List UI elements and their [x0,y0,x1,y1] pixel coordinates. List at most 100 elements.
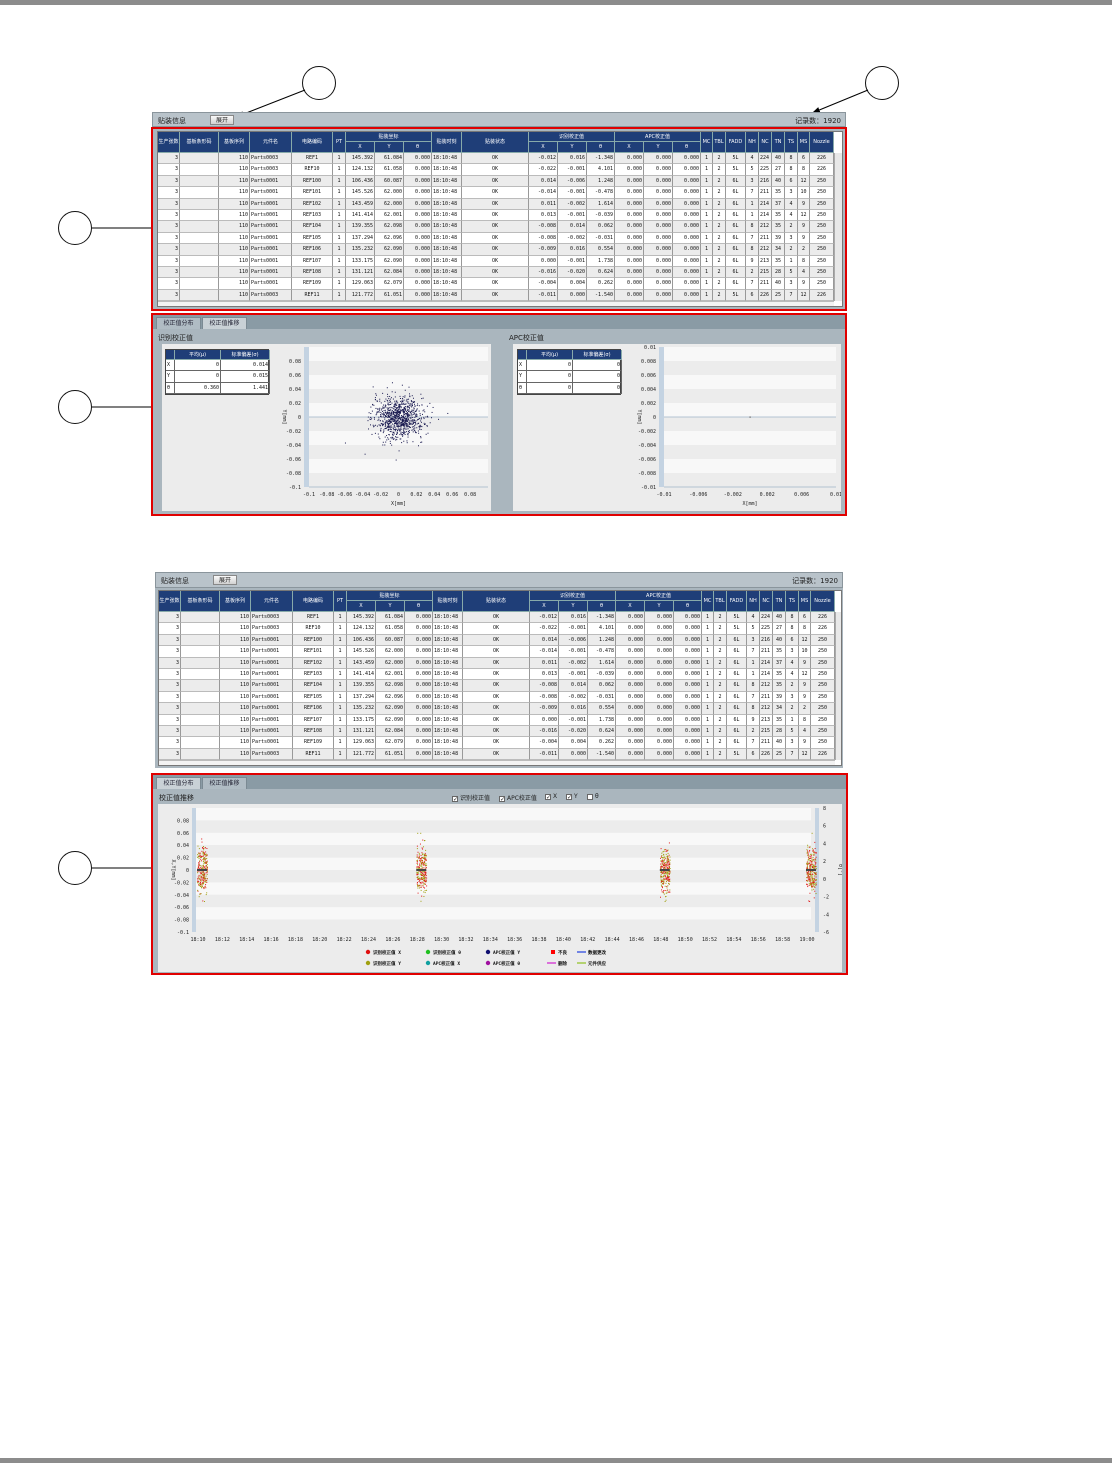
table-row[interactable]: 3 110 Parts0001 REF100 1 106.436 60.087 0.000 18… [158,175,834,188]
column-header[interactable]: 元件名 [250,132,292,153]
column-header[interactable]: X [347,601,376,612]
column-header[interactable]: 贴装时刻 [432,132,462,153]
table-row[interactable]: 3 110 Parts0003 REF1 1 145.392 61.084 0.000 18:1… [158,153,834,165]
vertical-scrollbar[interactable] [835,612,841,760]
table-row[interactable]: 3 110 Parts0001 REF108 1 131.121 62.084 0.000 18… [158,267,834,279]
column-header[interactable]: 电路编码 [293,591,334,612]
expand-button[interactable]: 展开 [213,575,237,585]
column-header[interactable]: θ [404,142,432,153]
table-row[interactable]: 3 110 Parts0001 REF101 1 145.526 62.000 0.000 18… [158,187,834,199]
column-header[interactable]: θ [673,142,701,153]
column-header[interactable]: 基板序列 [219,132,250,153]
table-row[interactable]: 3 110 Parts0001 REF103 1 141.414 62.001 0.000 18… [159,669,835,681]
column-header[interactable]: θ [588,601,616,612]
table-row[interactable]: 3 110 Parts0003 REF1 1 145.392 61.084 0.000 18:1… [159,612,835,624]
tab-trend[interactable]: 校正值推移 [202,317,247,329]
column-header[interactable]: 元件名 [251,591,293,612]
column-header[interactable]: Nozzle [810,132,834,153]
table-row[interactable]: 3 110 Parts0001 REF101 1 145.526 62.000 0.000 18… [159,646,835,658]
table-row[interactable]: 3 110 Parts0001 REF109 1 129.063 62.079 0.000 18… [158,278,834,290]
column-header[interactable]: FADD [727,591,747,612]
column-header[interactable]: 贴装状态 [463,591,530,612]
table-row[interactable]: 3 110 Parts0001 REF105 1 137.294 62.096 0.000 18… [159,691,835,704]
table-row[interactable]: 3 110 Parts0001 REF107 1 133.175 62.090 0.000 18… [158,255,834,267]
column-header[interactable]: TBL [713,132,726,153]
horizontal-scrollbar[interactable] [158,301,834,306]
table-cell [181,748,220,761]
table-row[interactable]: 3 110 Parts0001 REF108 1 131.121 62.084 0.000 18… [159,726,835,738]
checkbox-1[interactable]: ✓ APC校正值 [499,793,537,802]
column-header[interactable]: Y [376,601,405,612]
column-header[interactable]: NH [746,132,759,153]
tab-trend[interactable]: 校正值推移 [202,777,247,789]
column-header[interactable]: FADD [726,132,746,153]
column-header[interactable]: NC [760,591,773,612]
column-header[interactable]: MC [702,591,714,612]
column-header[interactable]: Y [645,601,674,612]
column-header[interactable]: MC [701,132,713,153]
column-header[interactable]: θ [587,142,615,153]
column-header[interactable]: X [346,142,375,153]
column-header[interactable]: MS [799,591,811,612]
checkbox-box[interactable]: ✓ [452,795,459,803]
column-header[interactable]: PT [334,591,347,612]
checkbox-3[interactable]: ✓ Y [566,793,578,800]
checkbox-0[interactable]: ✓ 识别校正值 [452,793,490,802]
column-header[interactable]: NC [759,132,772,153]
column-header[interactable]: 基板条形码 [180,132,219,153]
column-header[interactable]: TN [772,132,785,153]
column-header[interactable]: 生产张数 [158,132,180,153]
table-row[interactable]: 3 110 Parts0001 REF100 1 106.436 60.087 0.000 18… [159,634,835,647]
column-header[interactable]: X [616,601,645,612]
table-row[interactable]: 3 110 Parts0001 REF104 1 139.355 62.098 0.000 18… [158,221,834,233]
column-header[interactable]: X [530,601,559,612]
horizontal-scrollbar[interactable] [159,760,835,765]
data-point [383,430,385,432]
table-row[interactable]: 3 110 Parts0003 REF11 1 121.772 61.051 0.000 18:… [159,748,835,761]
table-row[interactable]: 3 110 Parts0001 REF104 1 139.355 62.098 0.000 18… [159,680,835,692]
table-row[interactable]: 3 110 Parts0001 REF103 1 141.414 62.001 0.000 18… [158,210,834,222]
column-header[interactable]: 基板序列 [220,591,251,612]
table-row[interactable]: 3 110 Parts0001 REF105 1 137.294 62.096 0.000 18… [158,232,834,245]
column-header[interactable]: Nozzle [811,591,835,612]
table-row[interactable]: 3 110 Parts0001 REF106 1 135.232 62.090 0.000 18… [158,244,834,256]
checkbox-box[interactable]: ✓ [499,795,506,803]
table-row[interactable]: 3 110 Parts0001 REF102 1 143.459 62.000 0.000 18… [158,198,834,210]
vertical-scrollbar[interactable] [834,153,842,301]
table-row[interactable]: 3 110 Parts0001 REF109 1 129.063 62.079 0.000 18… [159,737,835,749]
table-row[interactable]: 3 110 Parts0003 REF10 1 124.132 61.058 0.000 18:… [158,164,834,176]
checkbox-box[interactable]: ✓ [566,793,573,801]
column-header[interactable]: Y [644,142,673,153]
column-header[interactable]: TS [785,132,798,153]
column-header[interactable]: MS [798,132,810,153]
column-header[interactable]: PT [333,132,346,153]
column-header[interactable]: 贴装状态 [462,132,529,153]
column-header[interactable]: X [615,142,644,153]
tab-distribution[interactable]: 校正值分布 [156,777,201,789]
column-header[interactable]: Y [375,142,404,153]
column-header[interactable]: NH [747,591,760,612]
table-row[interactable]: 3 110 Parts0001 REF107 1 133.175 62.090 0.000 18… [159,714,835,726]
expand-button[interactable]: 展开 [210,115,234,125]
column-header[interactable]: 生产张数 [159,591,181,612]
table-row[interactable]: 3 110 Parts0001 REF106 1 135.232 62.090 0.000 18… [159,703,835,715]
checkbox-box[interactable] [587,793,593,800]
column-header[interactable]: 贴装时刻 [433,591,463,612]
checkbox-2[interactable]: ✓ X [545,793,557,800]
column-header[interactable]: 基板条形码 [181,591,220,612]
column-header[interactable]: X [529,142,558,153]
table-row[interactable]: 3 110 Parts0003 REF10 1 124.132 61.058 0.000 18:… [159,623,835,635]
table-row[interactable]: 3 110 Parts0003 REF11 1 121.772 61.051 0.000 18:… [158,289,834,302]
column-header[interactable]: TN [773,591,786,612]
column-header[interactable]: TS [786,591,799,612]
column-header[interactable]: 电路编码 [292,132,333,153]
checkbox-box[interactable]: ✓ [545,793,552,801]
tab-distribution[interactable]: 校正值分布 [156,317,201,329]
column-header[interactable]: θ [405,601,433,612]
column-header[interactable]: θ [674,601,702,612]
column-header[interactable]: Y [559,601,588,612]
column-header[interactable]: Y [558,142,587,153]
column-header[interactable]: TBL [714,591,727,612]
checkbox-4[interactable]: θ [587,793,599,800]
table-row[interactable]: 3 110 Parts0001 REF102 1 143.459 62.000 0.000 18… [159,657,835,669]
